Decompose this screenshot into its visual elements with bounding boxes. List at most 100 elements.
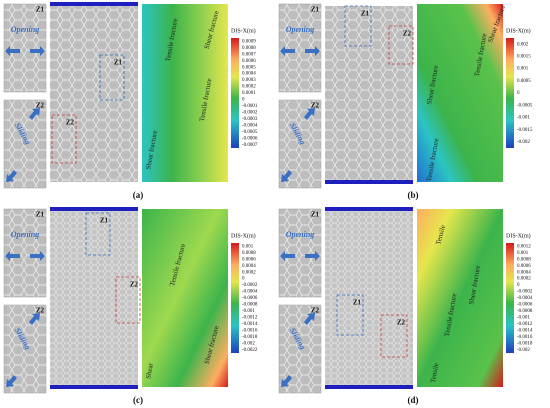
colorbar-tick-label: -0.0006 (242, 136, 258, 141)
zone-box (99, 54, 125, 101)
colorbar-tick-label: -0.001 (242, 309, 255, 314)
displacement-contour (417, 4, 503, 182)
colorbar-tick-label: -0.0006 (517, 303, 533, 308)
colorbar-tick-label: 0.0008 (242, 251, 256, 256)
arrow (280, 251, 320, 261)
colorbar-tick-label: -0.0004 (242, 290, 258, 295)
colorbar-tick-label: 0.0004 (242, 264, 256, 269)
colorbar-tick-label: -0.002 (517, 140, 530, 145)
zone-label: Z1 (114, 59, 123, 67)
colorbar-tick-label: -0.0002 (517, 290, 533, 295)
inset-zone-label: Z1 (311, 6, 320, 14)
colorbar-tick-label: -0.0012 (242, 316, 258, 321)
colorbar-tick-label: 0.001 (517, 251, 529, 256)
mesh-model (50, 6, 138, 182)
panel-label: (c) (133, 395, 143, 405)
panel-label: (b) (408, 190, 419, 200)
colorbar-tick-label: 0.002 (517, 42, 529, 47)
zone-label: Z2 (403, 30, 412, 38)
colorbar-tick-label: 0.0002 (242, 85, 256, 90)
colorbar-tick-label: -0.0004 (242, 123, 258, 128)
colorbar-tick-label: -0.0008 (517, 309, 533, 314)
zone-box (51, 114, 77, 164)
colorbar-tick-label: 0.0004 (517, 270, 531, 275)
zone-box (344, 5, 372, 47)
inset-image (3, 3, 47, 93)
colorbar-tick-label: -0.002 (517, 348, 530, 353)
colorbar-tick-label: 0 (242, 98, 245, 103)
loading-plate (325, 207, 413, 211)
zone-label: Z1 (353, 299, 362, 307)
zone-label: Z1 (100, 217, 109, 225)
colorbar-tick-label: 0 (517, 91, 520, 96)
colorbar-tick-label: -0.002 (242, 341, 255, 346)
inset-zone-label: Z1 (311, 211, 320, 219)
inset-image (278, 3, 322, 93)
colorbar (231, 243, 239, 353)
arrow (5, 46, 45, 56)
inset-motion-label: Opening (286, 25, 314, 34)
colorbar-tick-label: -0.0012 (517, 322, 533, 327)
colorbar-tick-label: -0.0005 (517, 103, 533, 108)
colorbar-tick-label: 0.001 (517, 67, 529, 72)
mesh-model (325, 6, 413, 182)
colorbar-tick-label: -0.0014 (242, 322, 258, 327)
colorbar-tick-label: -0.001 (517, 116, 530, 121)
colorbar-title: DIS-X(m) (231, 232, 256, 239)
panel-label: (d) (408, 395, 419, 405)
inset-motion-label: Opening (11, 25, 39, 34)
colorbar-tick-label: -0.0018 (517, 341, 533, 346)
colorbar-tick-label: 0.0006 (242, 257, 256, 262)
colorbar-tick-label: -0.0002 (242, 111, 258, 116)
colorbar-tick-label: 0.0006 (517, 264, 531, 269)
loading-plate (50, 2, 138, 6)
inset-motion-label: Opening (11, 230, 39, 239)
colorbar-tick-label: 0 (517, 283, 520, 288)
colorbar-tick-label: 0.0008 (517, 257, 531, 262)
zone-box (336, 294, 364, 336)
inset-motion-label: Opening (286, 230, 314, 239)
colorbar-tick-label: 0.0009 (242, 39, 256, 44)
loading-plate (50, 385, 138, 389)
colorbar-title: DIS-X(m) (231, 27, 256, 34)
loading-plate (325, 180, 413, 184)
colorbar-tick-label: -0.0007 (242, 143, 258, 148)
zone-box (115, 276, 141, 324)
colorbar-tick-label: -0.0022 (242, 348, 258, 353)
zone-label: Z1 (361, 10, 370, 18)
colorbar-tick-label: -0.0008 (242, 303, 258, 308)
inset-zone-label: Z2 (311, 307, 320, 315)
zone-label: Z2 (397, 319, 406, 327)
colorbar-title: DIS-X(m) (506, 232, 531, 239)
colorbar (506, 243, 514, 353)
inset-zone-label: Z1 (36, 211, 45, 219)
inset-zone-label: Z2 (311, 102, 320, 110)
colorbar-tick-label: 0.0005 (517, 79, 531, 84)
zone-label: Z2 (130, 281, 139, 289)
colorbar-tick-label: -0.0004 (517, 296, 533, 301)
colorbar-tick-label: 0.0006 (242, 59, 256, 64)
fracture-label: Tensile (429, 362, 440, 383)
zone-box (85, 212, 111, 256)
colorbar-title: DIS-X(m) (506, 27, 531, 34)
colorbar-tick-label: -0.0001 (242, 104, 258, 109)
colorbar-tick-label: -0.0016 (242, 328, 258, 333)
mesh-model (325, 211, 413, 387)
loading-plate (325, 385, 413, 389)
zone-box (388, 25, 414, 65)
zone-label: Z2 (66, 119, 75, 127)
colorbar-tick-label: 0.0004 (242, 72, 256, 77)
colorbar-tick-label: -0.0003 (242, 117, 258, 122)
colorbar-tick-label: -0.0018 (242, 335, 258, 340)
displacement-contour (417, 209, 503, 387)
displacement-contour (142, 4, 228, 182)
colorbar-tick-label: -0.0002 (242, 283, 258, 288)
colorbar (231, 38, 239, 148)
colorbar-tick-label: -0.0015 (517, 128, 533, 133)
inset-zone-label: Z1 (36, 6, 45, 14)
colorbar-tick-label: -0.0006 (242, 296, 258, 301)
